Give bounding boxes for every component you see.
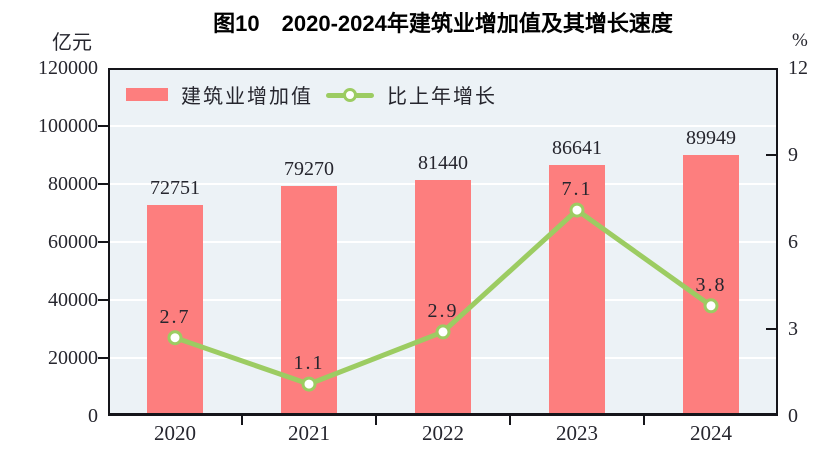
right-axis-label-3: 3 bbox=[788, 318, 798, 340]
line-value-2021: 1.1 bbox=[293, 352, 325, 375]
right-axis-unit: % bbox=[792, 30, 808, 51]
x-axis-tick-3 bbox=[509, 416, 511, 425]
bar-value-2022: 81440 bbox=[418, 151, 468, 174]
bar-value-2020: 72751 bbox=[150, 177, 200, 200]
left-axis-label-0: 0 bbox=[88, 405, 98, 427]
left-axis-label-40000: 40000 bbox=[48, 289, 98, 311]
x-axis-label-2022: 2022 bbox=[422, 421, 464, 445]
legend-line-marker-icon bbox=[326, 87, 374, 103]
bar-value-2021: 79270 bbox=[284, 158, 334, 181]
x-axis-label-2021: 2021 bbox=[288, 421, 330, 445]
bar-value-2024: 89949 bbox=[686, 127, 736, 150]
chart-title: 图10 2020-2024年建筑业增加值及其增长速度 bbox=[213, 11, 673, 36]
line-marker-2023 bbox=[569, 202, 585, 218]
line-marker-2024 bbox=[703, 298, 719, 314]
legend-bar-swatch-icon bbox=[126, 88, 168, 101]
left-axis-label-120000: 120000 bbox=[38, 57, 98, 79]
bar-2022 bbox=[415, 179, 471, 416]
left-axis-label-100000: 100000 bbox=[38, 115, 98, 137]
right-axis-label-12: 12 bbox=[788, 57, 808, 79]
bar-value-2023: 86641 bbox=[552, 136, 602, 159]
left-axis-tick-100000 bbox=[98, 125, 108, 127]
left-axis-label-20000: 20000 bbox=[48, 347, 98, 369]
x-axis-tick-1 bbox=[241, 416, 243, 425]
left-axis-label-60000: 60000 bbox=[48, 231, 98, 253]
line-value-2022: 2.9 bbox=[427, 299, 459, 322]
right-axis-label-9: 9 bbox=[788, 144, 798, 166]
line-value-2024: 3.8 bbox=[695, 273, 727, 296]
right-axis-tick-9 bbox=[766, 154, 776, 156]
line-value-2023: 7.1 bbox=[561, 178, 593, 201]
x-axis-label-2020: 2020 bbox=[154, 421, 196, 445]
bar-2020 bbox=[147, 205, 203, 416]
line-marker-2020 bbox=[167, 330, 183, 346]
right-axis-tick-3 bbox=[766, 328, 776, 330]
bar-2024 bbox=[683, 155, 739, 416]
line-marker-2022 bbox=[435, 324, 451, 340]
legend: 建筑业增加值 比上年增长 bbox=[126, 80, 497, 109]
line-value-2020: 2.7 bbox=[159, 305, 191, 328]
legend-line-label: 比上年增长 bbox=[387, 86, 497, 108]
left-axis-tick-20000 bbox=[98, 357, 108, 359]
left-axis-unit: 亿元 bbox=[52, 32, 92, 54]
x-axis-tick-2 bbox=[375, 416, 377, 425]
left-axis-tick-40000 bbox=[98, 299, 108, 301]
line-marker-2021 bbox=[301, 376, 317, 392]
x-axis-tick-4 bbox=[643, 416, 645, 425]
left-axis-label-80000: 80000 bbox=[48, 173, 98, 195]
plot-area: 建筑业增加值 比上年增长 72751 79270 81440 86641 89949 2.… bbox=[108, 68, 778, 416]
x-axis-label-2023: 2023 bbox=[556, 421, 598, 445]
right-axis-label-6: 6 bbox=[788, 231, 798, 253]
left-axis-tick-80000 bbox=[98, 183, 108, 185]
gridline-100000 bbox=[108, 125, 778, 127]
x-axis-label-2024: 2024 bbox=[690, 421, 732, 445]
legend-bar-label: 建筑业增加值 bbox=[181, 86, 313, 108]
left-axis-tick-60000 bbox=[98, 241, 108, 243]
growth-line bbox=[167, 202, 719, 392]
right-axis-label-0: 0 bbox=[788, 405, 798, 427]
